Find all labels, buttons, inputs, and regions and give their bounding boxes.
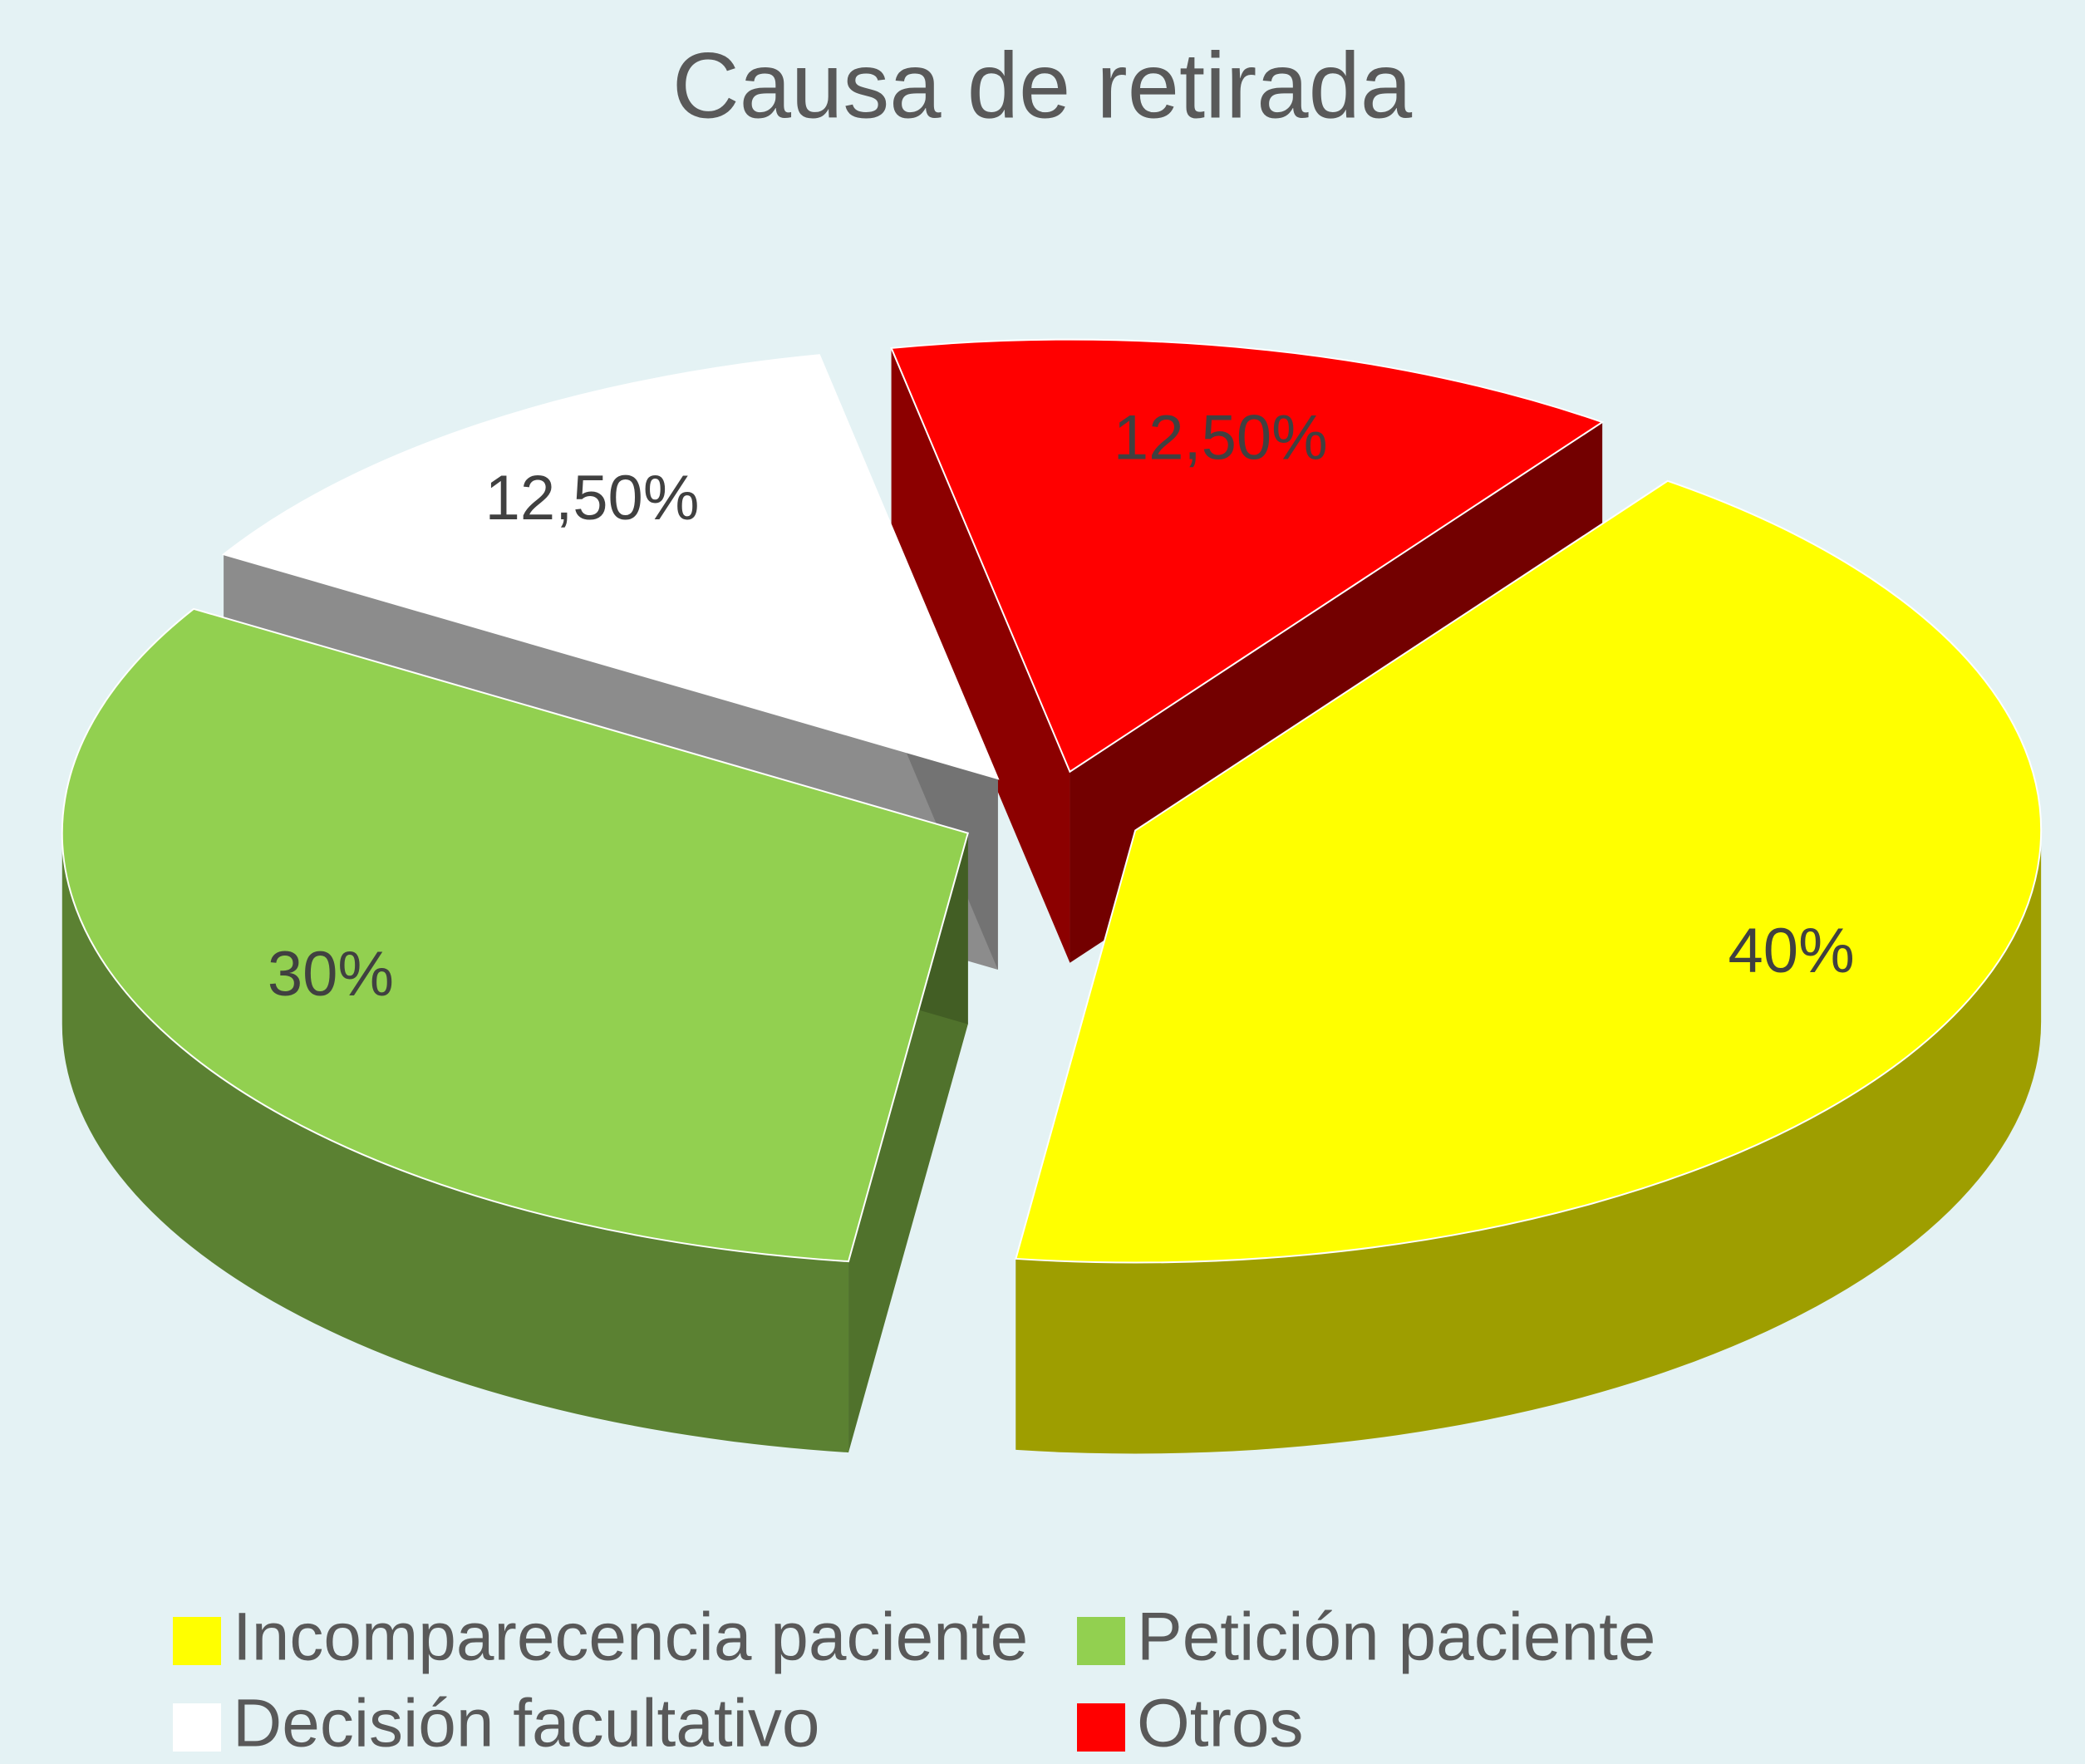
chart-title: Causa de retirada — [672, 34, 1413, 138]
legend-label: Otros — [1137, 1686, 1303, 1762]
legend-swatch — [1077, 1703, 1125, 1752]
slice — [61, 607, 970, 1263]
data-label: 12,50% — [1114, 403, 1328, 474]
slice — [221, 354, 1000, 780]
legend-label: Decisión facultativo — [233, 1686, 819, 1762]
slice — [1015, 479, 2043, 1264]
pie — [61, 338, 2043, 1454]
legend-swatch — [1077, 1617, 1125, 1665]
legend-swatch — [173, 1703, 221, 1752]
legend-swatch — [173, 1617, 221, 1665]
legend-label: Incomparecencia paciente — [233, 1599, 1028, 1675]
legend-label: Petición paciente — [1137, 1599, 1656, 1675]
data-labels: 40% 30% 12,50% 12,50% — [268, 403, 1855, 1010]
slice-edge-wall — [891, 347, 1070, 963]
data-label: 30% — [268, 939, 394, 1010]
data-label: 12,50% — [485, 463, 700, 533]
slice-side — [61, 833, 849, 1453]
data-label: 40% — [1728, 916, 1855, 986]
slice-side — [1015, 830, 2042, 1454]
slice — [890, 338, 1605, 774]
legend: Incomparecencia paciente Petición pacient… — [173, 1599, 1656, 1762]
